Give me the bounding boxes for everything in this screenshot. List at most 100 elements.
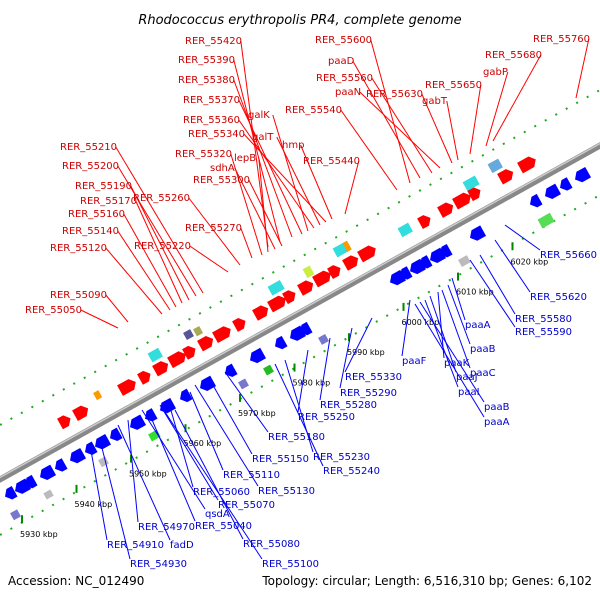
tick-label: 5930 kbp <box>20 530 58 539</box>
reverse-callout-line <box>344 317 373 373</box>
forward-callout-line <box>575 38 590 99</box>
forward-gene-arrow <box>72 405 89 421</box>
forward-gene-label: RER_55340 <box>188 129 245 140</box>
tick-label: 6020 kbp <box>511 257 549 266</box>
forward-callout-line <box>276 136 321 226</box>
forward-callout-line <box>240 227 253 259</box>
forward-callout-line <box>359 91 441 169</box>
reverse-callout-line <box>419 301 485 403</box>
reverse-gene-label: fadD <box>170 540 194 551</box>
tick-label: 5990 kbp <box>347 348 385 357</box>
reverse-gene-label: RER_55280 <box>320 400 377 411</box>
forward-gene-arrow <box>117 379 136 396</box>
reverse-gene-label: RER_55230 <box>313 452 370 463</box>
forward-callout-layer: RER_55420 RER_55390 RER_55380 RER_55370 galK… <box>25 34 590 329</box>
forward-gene-arrow <box>297 280 314 296</box>
gene-feature-box <box>462 175 480 192</box>
reverse-gene-label: RER_55130 <box>258 486 315 497</box>
forward-gene-arrow <box>167 351 186 369</box>
reverse-callout-line <box>297 349 309 413</box>
forward-gene-arrow <box>282 290 296 305</box>
reverse-callout-line <box>141 409 206 510</box>
reverse-callout-line <box>224 371 269 433</box>
forward-gene-arrow <box>327 265 341 280</box>
forward-callout-line <box>234 167 276 250</box>
forward-gene-arrow <box>252 305 269 321</box>
forward-callout-line <box>344 160 360 215</box>
gene-feature-box <box>397 222 413 238</box>
reverse-gene-arrow <box>400 266 413 280</box>
reverse-callout-line <box>429 295 457 373</box>
forward-gene-label: RER_55120 <box>50 243 107 254</box>
forward-gene-label: RER_55650 <box>425 80 482 91</box>
tick-label: 5960 kbp <box>184 439 222 448</box>
forward-gene-label: RER_55270 <box>185 223 242 234</box>
gene-feature-box <box>302 265 315 279</box>
forward-callout-line <box>117 165 197 297</box>
forward-gene-label: RER_55760 <box>533 34 590 45</box>
forward-gene-label: RER_55320 <box>175 149 232 160</box>
forward-callout-line <box>485 71 509 147</box>
forward-callout-line <box>258 157 269 253</box>
forward-callout-line <box>123 213 177 308</box>
reverse-callout-line <box>319 337 331 401</box>
forward-gene-label: RER_55300 <box>193 175 250 186</box>
forward-callout-line <box>340 109 398 191</box>
reverse-gene-arrow <box>300 321 313 336</box>
reverse-gene-arrow <box>180 388 193 403</box>
reverse-callout-line <box>117 424 171 541</box>
gene-feature-box <box>318 333 329 345</box>
feature-layer <box>5 156 592 521</box>
reverse-callout-line <box>284 359 314 453</box>
reverse-gene-label: paaA <box>465 320 491 331</box>
forward-gene-label: RER_55190 <box>75 181 132 192</box>
forward-gene-label: galK <box>248 110 270 121</box>
gene-feature-box <box>458 255 471 267</box>
reverse-callout-line <box>89 444 108 541</box>
reverse-gene-arrow <box>275 335 288 350</box>
forward-gene-label: RER_55160 <box>68 209 125 220</box>
reverse-callout-line <box>194 384 259 487</box>
reverse-callout-layer: RER_55660 RER_55620 RER_55580 RER_55590 paaA… <box>89 224 597 570</box>
reverse-gene-arrow <box>145 408 158 422</box>
forward-gene-arrow <box>197 336 214 352</box>
tick-layer: 5930 kbp 5940 kbp 5950 kbp 5960 kbp 5970 kbp… <box>20 242 548 539</box>
reverse-gene-arrow <box>545 183 562 199</box>
reverse-gene-label: paaB <box>484 402 510 413</box>
forward-callout-line <box>238 99 303 235</box>
forward-callout-line <box>233 59 281 243</box>
reverse-gene-arrow <box>40 464 57 480</box>
reverse-callout-line <box>339 327 353 389</box>
genome-backbone <box>0 142 600 483</box>
reverse-gene-label: RER_55580 <box>515 314 572 325</box>
forward-gene-arrow <box>467 187 481 202</box>
reverse-gene-arrow <box>470 225 487 241</box>
reverse-gene-arrow <box>420 255 433 269</box>
forward-gene-arrow <box>417 215 431 229</box>
forward-callout-line <box>188 197 241 266</box>
gene-feature-box <box>147 347 163 363</box>
forward-gene-label: RER_55600 <box>315 35 372 46</box>
gene-feature-box <box>43 489 54 500</box>
reverse-gene-arrow <box>575 166 592 183</box>
forward-callout-line <box>421 93 453 164</box>
forward-gene-label: RER_55560 <box>316 73 373 84</box>
reverse-callout-line <box>174 409 244 540</box>
accession-text: Accession: NC_012490 <box>8 574 145 588</box>
reverse-callout-line <box>159 404 219 501</box>
forward-gene-label: RER_55260 <box>133 193 190 204</box>
forward-gene-arrow <box>212 326 231 344</box>
tick-label: 5940 kbp <box>75 500 113 509</box>
forward-callout-line <box>469 84 482 155</box>
reverse-gene-label: RER_55060 <box>193 487 250 498</box>
reverse-gene-label: RER_55040 <box>195 521 252 532</box>
forward-callout-line <box>272 114 309 232</box>
reverse-gene-label: RER_54930 <box>130 559 187 570</box>
reverse-callout-line <box>209 379 253 455</box>
forward-gene-label: galT <box>252 132 274 143</box>
reverse-gene-arrow <box>70 447 87 464</box>
reverse-callout-line <box>504 224 541 251</box>
tick-label: 6010 kbp <box>456 288 494 297</box>
forward-callout-line <box>352 60 421 179</box>
